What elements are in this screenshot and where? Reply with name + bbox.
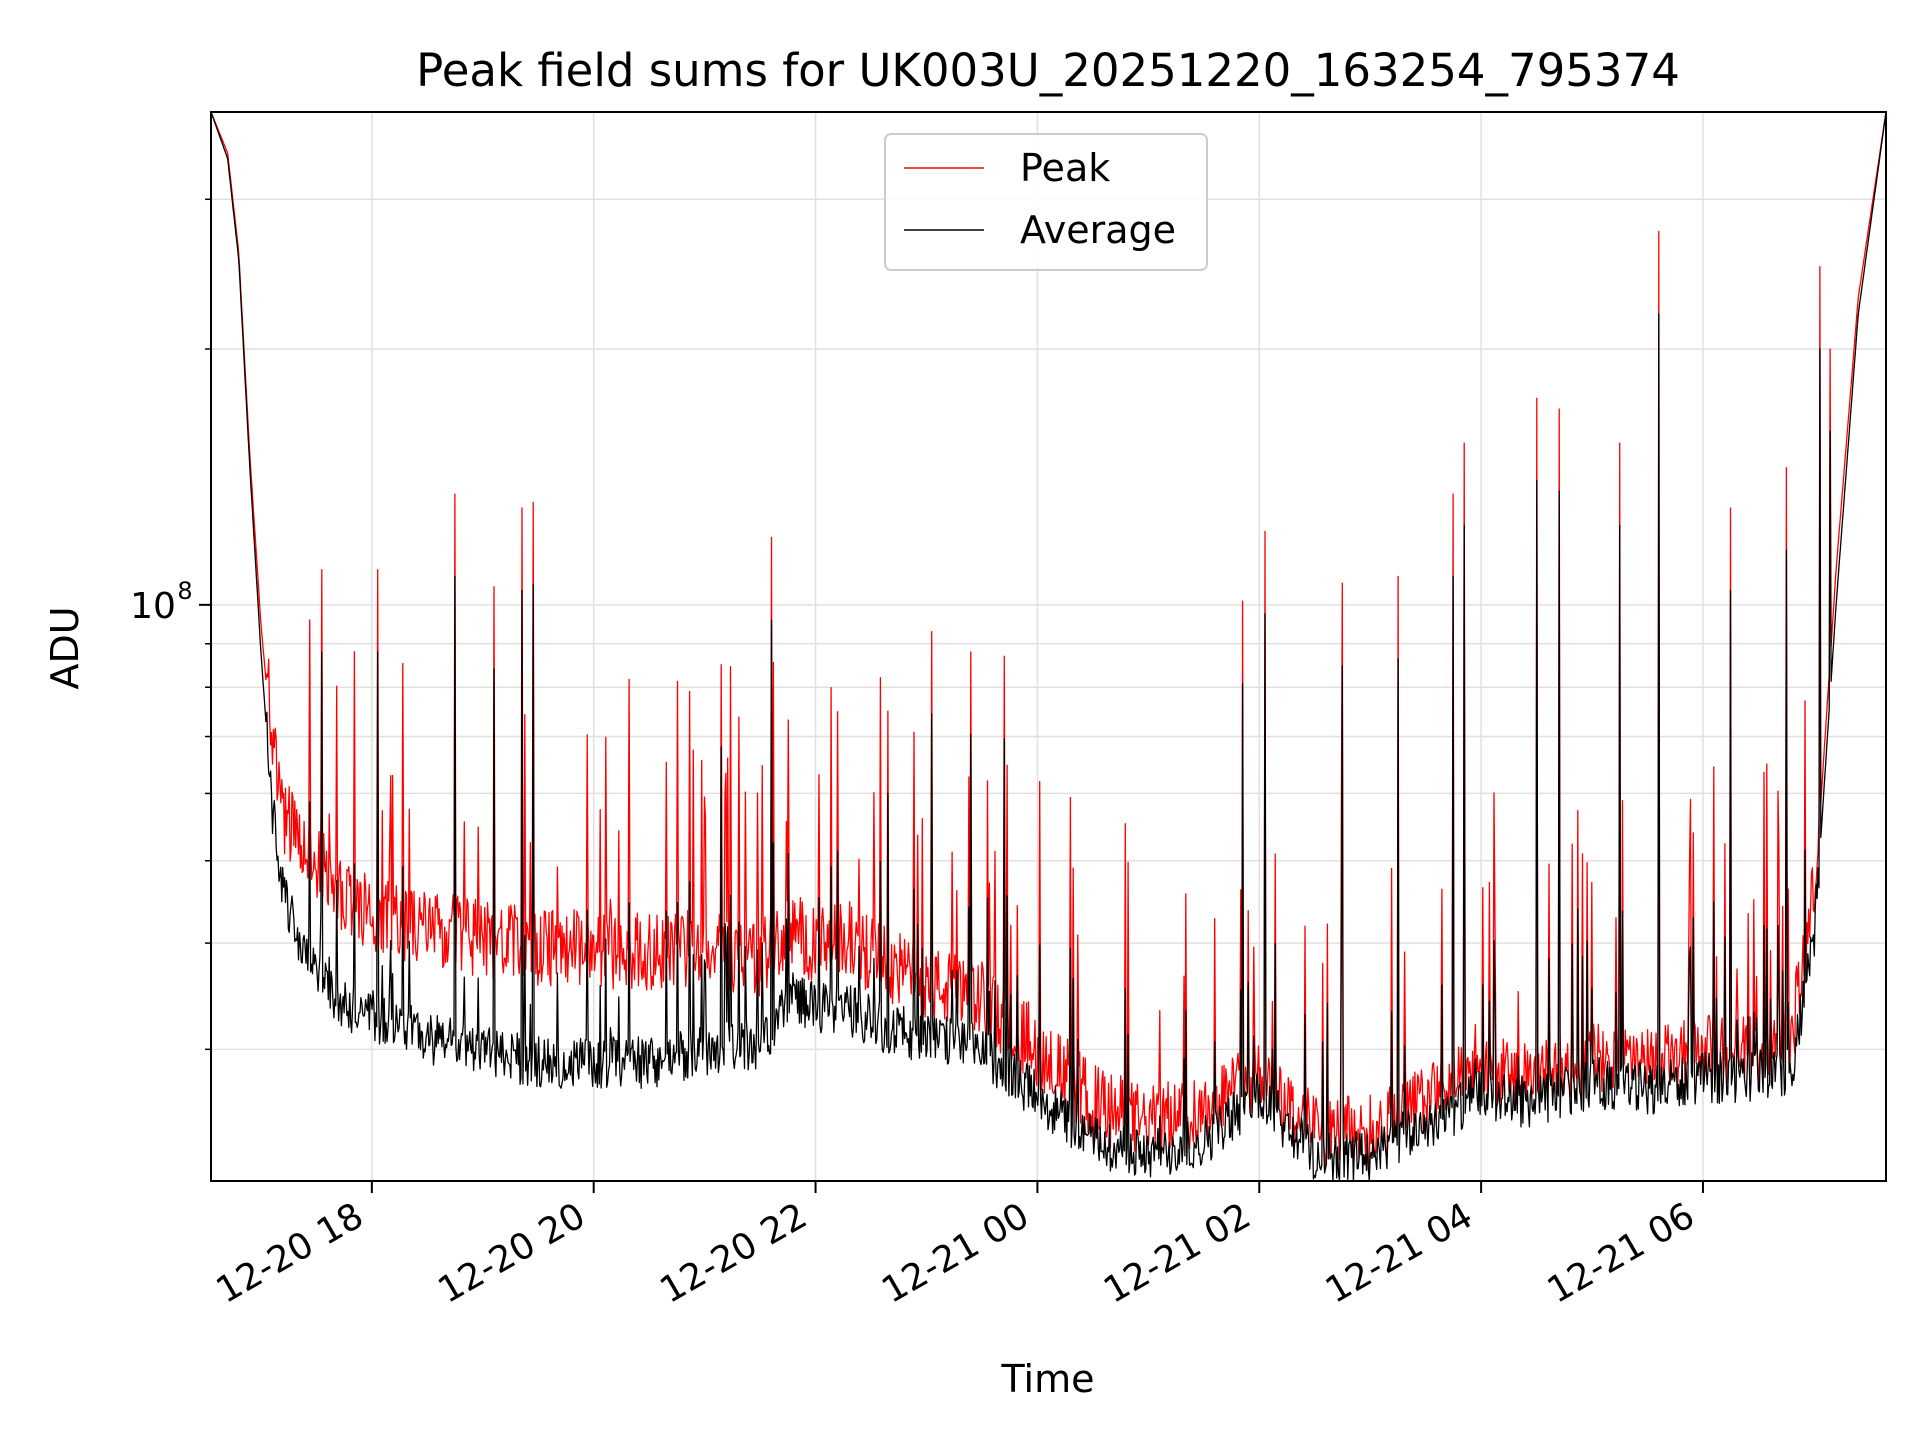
y-tick-label-exponent: 8: [177, 577, 192, 605]
plot-frame: [210, 111, 1887, 1182]
legend-label-peak: Peak: [1020, 146, 1110, 190]
series-line-peak: [211, 112, 1886, 1172]
series-layer: [211, 112, 1886, 1181]
chart-title: Peak field sums for UK003U_20251220_1632…: [416, 44, 1680, 97]
y-tick-label: 10: [130, 586, 176, 627]
y-axis-label: ADU: [43, 606, 87, 689]
series-line-average: [211, 112, 1886, 1181]
x-axis-label: Time: [1001, 1357, 1095, 1401]
legend: Peak Average: [884, 133, 1208, 271]
legend-label-average: Average: [1020, 208, 1176, 252]
